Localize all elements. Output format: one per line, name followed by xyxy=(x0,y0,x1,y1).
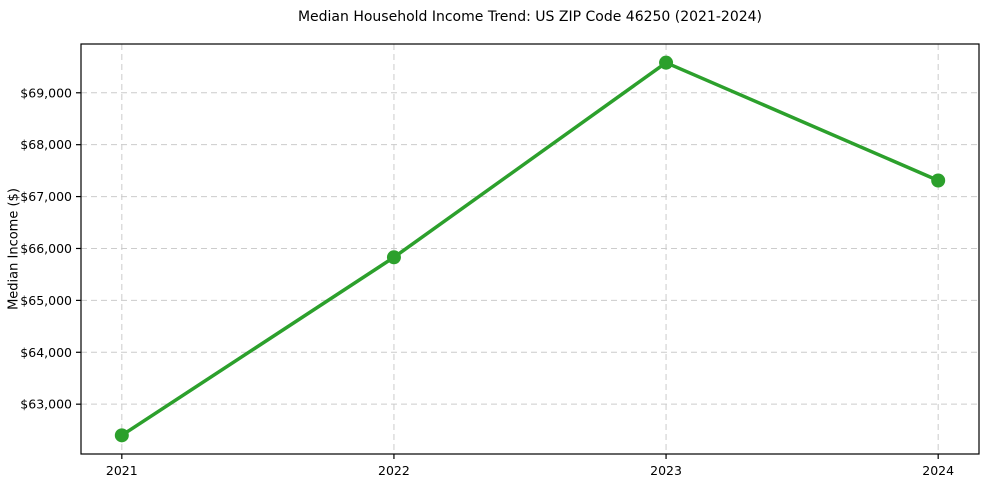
y-tick-label: $67,000 xyxy=(20,189,72,204)
data-line xyxy=(120,60,940,438)
y-tick-label: $66,000 xyxy=(20,241,72,256)
x-tick-label: 2021 xyxy=(106,463,138,478)
x-tick-label: 2023 xyxy=(650,463,682,478)
y-tick-label: $64,000 xyxy=(20,345,72,360)
x-tick-label: 2022 xyxy=(378,463,410,478)
chart-title: Median Household Income Trend: US ZIP Co… xyxy=(297,9,763,25)
y-tick-label: $69,000 xyxy=(20,85,72,100)
y-tick-label: $68,000 xyxy=(20,137,72,152)
data-point xyxy=(386,250,401,265)
y-tick-label: $63,000 xyxy=(20,397,72,412)
plot-border xyxy=(80,43,980,455)
data-point xyxy=(931,173,946,188)
x-tick-label: 2024 xyxy=(922,463,954,478)
data-point xyxy=(114,428,129,443)
y-tick-label: $65,000 xyxy=(20,293,72,308)
data-point xyxy=(659,55,674,70)
